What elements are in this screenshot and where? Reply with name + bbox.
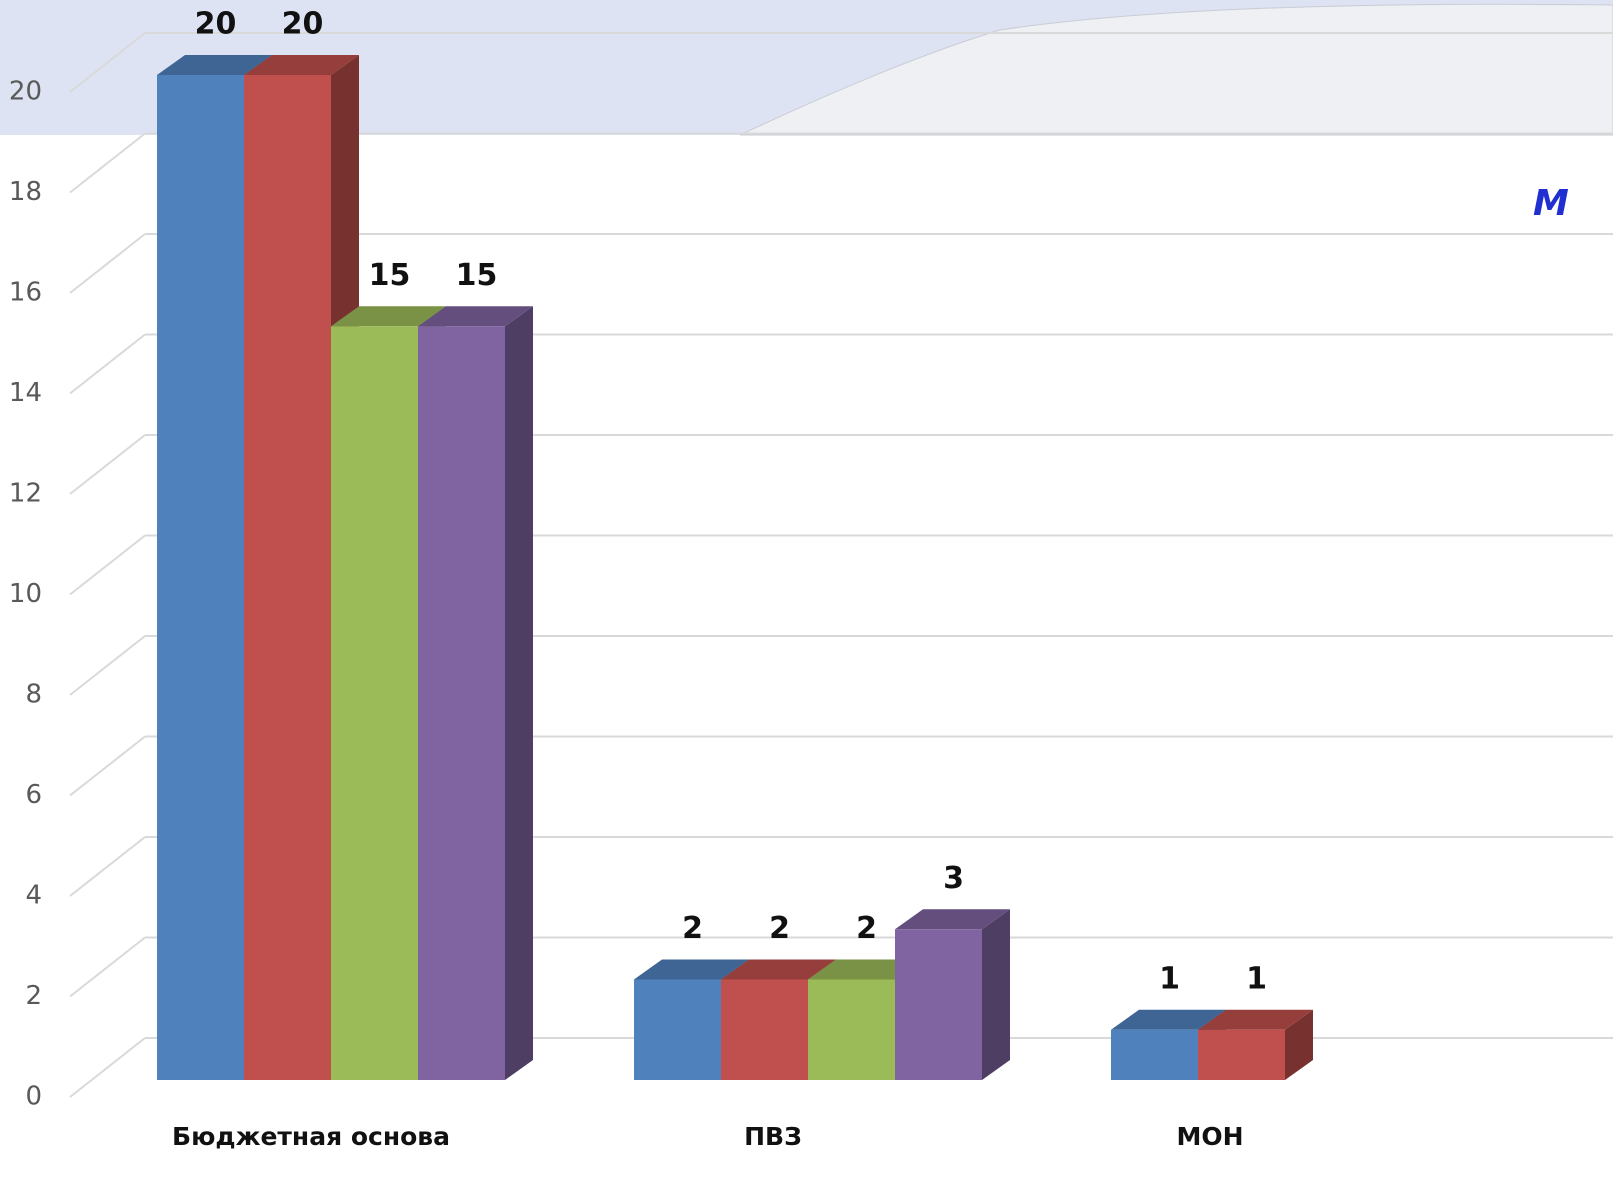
y-tick-label: 14	[9, 378, 42, 408]
grid-diagonal	[70, 938, 145, 997]
y-tick-label: 16	[9, 278, 42, 308]
y-tick-label: 8	[25, 680, 42, 710]
bar	[808, 980, 895, 1081]
data-label: 20	[282, 7, 324, 42]
grid-diagonal	[70, 134, 145, 193]
bar	[721, 980, 808, 1081]
data-label: 2	[769, 911, 790, 946]
y-tick-label: 0	[25, 1082, 42, 1112]
bar-side	[505, 306, 533, 1080]
x-tick-label: МОН	[1176, 1122, 1243, 1151]
data-label: 2	[682, 911, 703, 946]
grid-diagonal	[70, 536, 145, 595]
bar	[418, 326, 505, 1080]
y-tick-label: 20	[9, 77, 42, 107]
data-label: 20	[195, 7, 237, 42]
y-tick-label: 10	[9, 579, 42, 609]
bar	[1111, 1030, 1198, 1080]
y-tick-label: 2	[25, 981, 42, 1011]
bar	[244, 75, 331, 1080]
bar	[1198, 1030, 1285, 1080]
data-label: 1	[1246, 961, 1267, 996]
grid-diagonal	[70, 335, 145, 394]
bar-side	[982, 909, 1010, 1080]
data-label: 2	[856, 911, 877, 946]
y-tick-label: 12	[9, 479, 42, 509]
x-tick-label: ПВЗ	[744, 1122, 802, 1151]
bar	[331, 326, 418, 1080]
data-label: 15	[456, 258, 498, 293]
y-tick-label: 6	[25, 780, 42, 810]
data-label: 3	[943, 861, 964, 896]
data-label: 1	[1159, 961, 1180, 996]
grid-diagonal	[70, 636, 145, 695]
y-tick-label: 4	[25, 881, 42, 911]
x-tick-label: Бюджетная основа	[172, 1122, 450, 1151]
grid-diagonal	[70, 435, 145, 494]
bar	[157, 75, 244, 1080]
chart: М 02468101214161820Бюджетная основаПВЗМО…	[0, 0, 1613, 1187]
bar	[634, 980, 721, 1081]
annotation: М	[1533, 183, 1569, 224]
grid-diagonal	[70, 1038, 145, 1097]
data-label: 15	[369, 258, 411, 293]
grid-diagonal	[70, 837, 145, 896]
grid-diagonal	[70, 234, 145, 293]
bar	[895, 929, 982, 1080]
y-tick-label: 18	[9, 177, 42, 207]
grid-diagonal	[70, 737, 145, 796]
